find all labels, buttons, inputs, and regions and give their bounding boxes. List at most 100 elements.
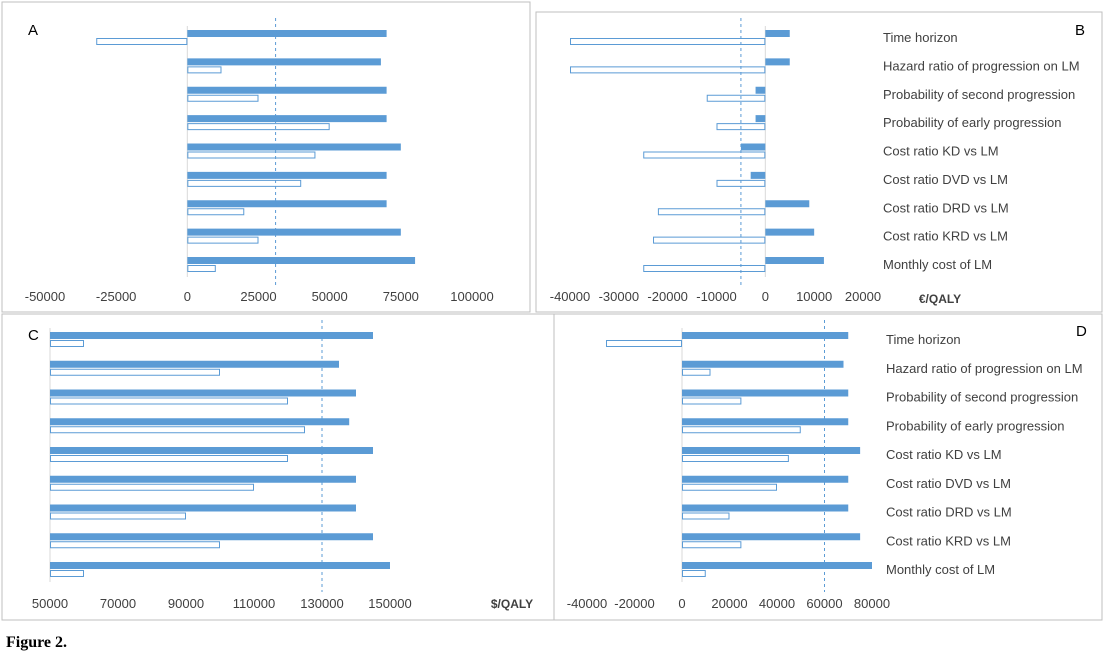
panel-c-bar-filled-9 [50,562,390,569]
panel-c-tick-label-1: 50000 [32,596,68,611]
panel-a-bar-hollow-5 [187,151,316,159]
panel-d-frame [553,313,1103,621]
panel-b-tick-label-6: 10000 [796,289,832,304]
panel-b-bar-hollow-7 [657,208,766,216]
panel-b-category-label-1: Time horizon [883,30,958,45]
panel-a-bar-hollow-4 [187,123,330,131]
panel-a-bar-filled-1 [187,30,387,37]
panel-a-bar-filled-8 [187,228,401,236]
panel-a-bar-hollow-3 [187,94,259,102]
panel-a-bar-hollow-1 [96,38,188,45]
panel-c-frame [1,313,555,621]
panel-b-letter: B [1075,22,1085,39]
panel-b-bar-filled-7 [765,200,810,208]
panel-b-tick-label-4: -10000 [696,289,736,304]
panel-c-bar-hollow-4 [50,426,305,434]
panel-b-bar-filled-6 [750,171,766,179]
panel-c-tick-label-4: 110000 [233,596,275,611]
panel-b-bar-hollow-8 [653,236,766,244]
panel-d-tick-label-3: 0 [678,596,685,611]
panel-d-bar-filled-9 [682,562,872,569]
panel-c-bar-filled-1 [50,332,373,339]
panel-d-bar-filled-5 [682,447,861,454]
panel-a-tick-label-3: 0 [184,289,191,304]
panel-a-bar-hollow-9 [187,265,216,272]
tornado-figure: A-50000 -25000 0 25000 50000 75000 100000BTime… [1,1,1103,621]
panel-b: B Time horizon Hazard ratio of progression… [535,11,1103,313]
panel-b-bar-filled-3 [755,86,766,94]
panel-c-bar-filled-5 [50,447,373,454]
panel-c-bar-filled-7 [50,504,356,512]
panel-c-bar-hollow-8 [50,541,220,549]
panel-d-tick-label-4: 20000 [711,596,747,611]
panel-c-bar-hollow-1 [50,340,84,347]
panel-a-tick-label-6: 75000 [383,289,419,304]
panel-c-bar-hollow-2 [50,368,220,376]
panel-c-bar-hollow-6 [50,483,254,491]
panel-d-category-label-3: Probability of second progression [886,390,1078,405]
panel-c-bar-hollow-5 [50,455,288,462]
panel-c-tick-label-3: 90000 [168,596,204,611]
panel-b-category-label-5: Cost ratio KD vs LM [883,144,999,159]
panel-d-bar-hollow-7 [682,512,730,520]
panel-b-tick-label-7: 20000 [845,289,881,304]
panel-d-category-label-2: Hazard ratio of progression on LM [886,361,1083,376]
panel-b-category-label-2: Hazard ratio of progression on LM [883,58,1080,73]
panel-a-tick-label-1: -50000 [25,289,65,304]
panel-a-tick-label-7: 100000 [450,289,493,304]
panel-d-bar-filled-2 [682,360,844,368]
panel-b-tick-label-2: -30000 [599,289,639,304]
panel-d-category-label-9: Monthly cost of LM [886,562,995,577]
panel-d-tick-label-2: -20000 [614,596,654,611]
panel-d-bar-hollow-8 [682,541,742,549]
panel-d-bar-filled-4 [682,418,849,426]
panel-b-unit-label: €/QALY [919,292,961,306]
panel-b-category-label-3: Probability of second progression [883,87,1075,102]
panel-d-category-label-7: Cost ratio DRD vs LM [886,505,1012,520]
panel-d-bar-hollow-5 [682,455,789,462]
panel-b-category-label-9: Monthly cost of LM [883,257,992,272]
panel-c-bar-filled-4 [50,418,350,426]
panel-a-bar-filled-6 [187,171,387,179]
panel-c-bar-hollow-7 [50,512,186,520]
panel-b-bar-hollow-2 [570,66,766,74]
panel-a-tick-label-5: 50000 [312,289,348,304]
panel-d-bar-filled-8 [682,533,861,541]
panel-b-bar-hollow-9 [643,265,766,272]
panel-b-bar-hollow-1 [570,38,766,45]
panel-c-bar-filled-8 [50,533,373,541]
panel-d: D Time horizon Hazard ratio of progression… [553,313,1103,621]
panel-d-tick-label-5: 40000 [759,596,795,611]
panel-c-tick-label-5: 130000 [300,596,343,611]
panel-b-category-label-4: Probability of early progression [883,115,1061,130]
panel-a-bar-hollow-6 [187,179,302,187]
panel-a-bar-hollow-2 [187,66,222,74]
panel-d-bar-hollow-1 [606,340,682,347]
panel-c-unit-label: $/QALY [491,597,533,611]
panel-c-bar-hollow-9 [50,570,84,577]
panel-b-tick-label-5: 0 [762,289,769,304]
panel-c-tick-label-2: 70000 [100,596,136,611]
panel-b-frame [535,11,1103,313]
panel-d-category-label-1: Time horizon [886,332,961,347]
panel-d-bar-hollow-3 [682,397,742,405]
panel-d-bar-hollow-9 [682,570,706,577]
panel-a-tick-label-4: 25000 [240,289,276,304]
panel-a-bar-hollow-7 [187,208,245,216]
panel-b-tick-label-3: -20000 [647,289,687,304]
panel-b-tick-label-1: -40000 [550,289,590,304]
panel-a-frame [1,1,531,313]
panel-d-bar-filled-3 [682,389,849,397]
panel-d-bar-filled-1 [682,332,849,339]
panel-c-letter: C [28,327,39,344]
panel-a-bar-filled-4 [187,115,387,123]
panel-a: A -50000 -25000 0 25000 50000 75000 100000 [1,1,531,313]
panel-b-bar-filled-1 [765,30,790,37]
panel-c-bar-filled-6 [50,475,356,483]
panel-d-bar-hollow-6 [682,483,777,491]
panel-a-bar-filled-2 [187,58,381,66]
panel-d-bar-hollow-2 [682,368,711,376]
panel-d-category-label-6: Cost ratio DVD vs LM [886,476,1011,491]
panel-a-bar-filled-7 [187,200,387,208]
panel-a-bar-filled-3 [187,86,387,94]
